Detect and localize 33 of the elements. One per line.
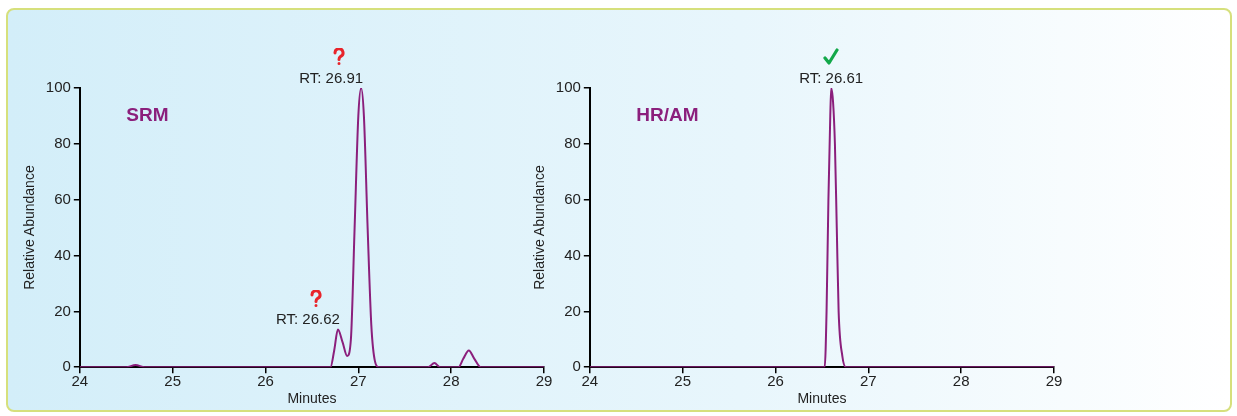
x-axis-title: Minutes: [287, 390, 337, 407]
y-tick-label: 80: [54, 133, 71, 151]
x-tick-label: 27: [349, 372, 367, 390]
y-axis-title: Relative Abundance: [21, 165, 38, 290]
x-axis-title: Minutes: [797, 390, 847, 407]
text: SRM: [126, 104, 169, 126]
y-tick-label: 0: [572, 357, 581, 375]
x-tick-label: 24: [581, 372, 599, 390]
y-tick-label: 20: [54, 301, 71, 319]
y-tick-label: 100: [555, 78, 581, 96]
y-tick-label: 80: [564, 133, 581, 151]
x-tick-label: 27: [859, 372, 877, 390]
x-tick-label: 25: [164, 372, 182, 390]
y-tick-label: 0: [62, 357, 71, 375]
x-tick-label: 29: [1045, 372, 1063, 390]
annotation: RT: 26.62: [275, 310, 340, 328]
y-tick-label: 60: [54, 189, 71, 207]
y-axis-title: Relative Abundance: [531, 165, 548, 290]
annotation: RT: 26.91: [299, 68, 364, 86]
y-tick-label: 60: [564, 189, 581, 207]
y-tick-label: 40: [54, 245, 71, 263]
x-tick-label: 29: [535, 372, 553, 390]
text: HR/AM: [636, 104, 699, 126]
annotation: RT: 26.61: [799, 68, 864, 86]
x-tick-label: 26: [257, 372, 274, 390]
y-tick-label: 40: [564, 245, 581, 263]
x-tick-label: 24: [71, 372, 89, 390]
y-tick-label: 100: [45, 78, 71, 96]
x-tick-label: 28: [952, 372, 970, 390]
x-tick-label: 25: [674, 372, 692, 390]
x-tick-label: 26: [767, 372, 784, 390]
x-tick-label: 28: [442, 372, 460, 390]
y-tick-label: 20: [564, 301, 581, 319]
